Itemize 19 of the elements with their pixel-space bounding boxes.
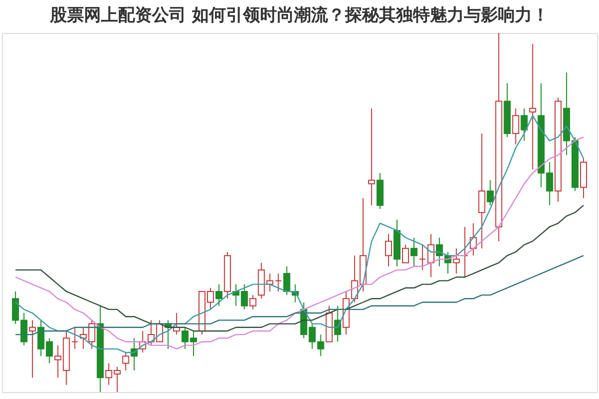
candlestick	[71, 326, 78, 350]
candlestick	[283, 266, 290, 296]
candlestick	[249, 294, 256, 310]
candlestick	[368, 108, 376, 206]
candlestick	[512, 108, 520, 145]
candlestick	[529, 43, 536, 170]
candlestick	[520, 108, 528, 142]
candlestick	[486, 180, 494, 206]
candlestick	[478, 133, 486, 249]
candlestick	[402, 244, 409, 264]
candlestick	[28, 320, 36, 378]
candlestick	[418, 244, 426, 270]
candlestick	[410, 237, 418, 267]
candlestick	[122, 352, 130, 371]
candlestick	[452, 248, 460, 274]
candlestick	[274, 273, 282, 292]
candlestick	[215, 284, 222, 306]
chart-title: 股票网上配资公司 如何引领时尚潮流？探秘其独特魅力与影响力！	[49, 6, 549, 26]
candlestick	[385, 234, 392, 267]
